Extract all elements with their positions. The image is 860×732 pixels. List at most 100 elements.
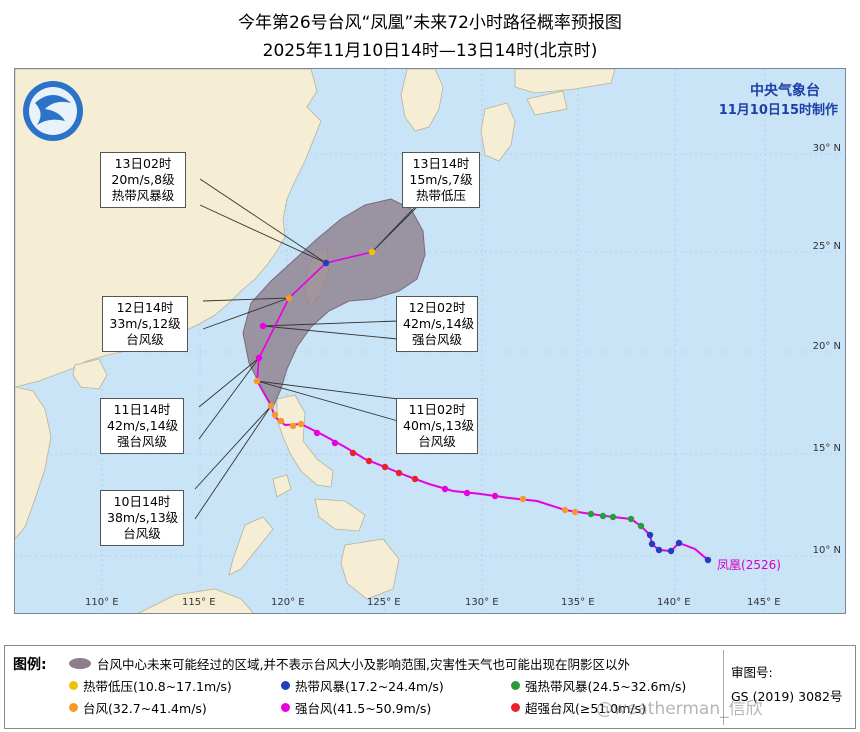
land-mindoro — [272, 474, 292, 498]
legend-item-td: 热带低压(10.8~17.1m/s) — [69, 676, 232, 695]
lon-tick: 110° E — [85, 597, 119, 608]
legend-label: 台风(32.7~41.4m/s) — [83, 701, 207, 716]
callout-11-02: 11日02时 40m/s,13级 台风级 — [396, 398, 478, 454]
map-subtitle: 2025年11月10日14时—13日14时(北京时) — [262, 41, 598, 61]
track-point — [561, 506, 569, 514]
land-visayas — [314, 498, 366, 532]
track-point — [675, 539, 683, 547]
legend: 图例: 台风中心未来可能经过的区域,并不表示台风大小及影响范围,灾害性天气也可能… — [4, 645, 856, 729]
track-point — [365, 457, 373, 465]
td-dot-icon — [69, 681, 78, 690]
legend-item-superty: 超强台风(≥51.0m/s) — [511, 698, 646, 717]
callout-leaders — [194, 178, 446, 520]
track-point — [637, 522, 645, 530]
map-title: 今年第26号台风“凤凰”未来72小时路径概率预报图 — [238, 13, 622, 33]
callout-13-02: 13日02时 20m/s,8级 热带风暴级 — [100, 152, 186, 208]
track-point — [411, 475, 419, 483]
track-point — [491, 492, 499, 500]
land-indochina — [15, 386, 52, 540]
lon-tick: 115° E — [182, 597, 216, 608]
track-point — [519, 495, 527, 503]
track-point — [571, 508, 579, 516]
superty-dot-icon — [511, 703, 520, 712]
forecast-track — [256, 251, 373, 407]
track-point — [297, 420, 305, 428]
lat-tick: 15° N — [812, 443, 841, 454]
ty-dot-icon — [69, 703, 78, 712]
legend-area-text: 台风中心未来可能经过的区域,并不表示台风大小及影响范围,灾害性天气也可能出现在阴… — [97, 657, 630, 672]
track-point — [655, 546, 663, 554]
track-point-13-02 — [322, 259, 330, 267]
ts-dot-icon — [281, 681, 290, 690]
cma-logo — [23, 81, 83, 141]
sty-dot-icon — [281, 703, 290, 712]
lon-tick: 140° E — [657, 597, 691, 608]
review-number: GS (2019) 3082号 — [731, 689, 843, 704]
track-point-12-14 — [285, 294, 293, 302]
callout-wind: 42m/s,14级 — [107, 418, 179, 433]
track-point — [646, 531, 654, 539]
track-point — [648, 540, 656, 548]
track-point — [381, 463, 389, 471]
callout-level: 台风级 — [418, 434, 456, 449]
legend-label: 热带风暴(17.2~24.4m/s) — [295, 679, 444, 694]
callout-level: 台风级 — [126, 332, 164, 347]
legend-divider — [723, 650, 724, 725]
track-point-12-02 — [259, 322, 267, 330]
callout-wind: 33m/s,12级 — [109, 316, 181, 331]
lat-tick: 25° N — [812, 241, 841, 252]
storm-name: 凤凰 — [717, 558, 742, 572]
callout-time: 11日02时 — [408, 402, 466, 417]
track-point — [704, 556, 712, 564]
legend-label: 强热带风暴(24.5~32.6m/s) — [525, 679, 687, 694]
legend-heading: 图例: — [13, 657, 47, 673]
track-point-10-14 — [267, 402, 275, 410]
track-point — [289, 422, 297, 430]
lon-tick: 125° E — [367, 597, 401, 608]
callout-wind: 42m/s,14级 — [403, 316, 475, 331]
legend-item-sts: 强热带风暴(24.5~32.6m/s) — [511, 676, 686, 695]
callout-level: 强台风级 — [411, 332, 462, 347]
lat-tick: 20° N — [812, 341, 841, 352]
callout-wind: 40m/s,13级 — [403, 418, 475, 433]
lon-tick: 145° E — [747, 597, 781, 608]
lat-tick: 30° N — [812, 143, 841, 154]
callout-11-14: 11日14时 42m/s,14级 强台风级 — [100, 398, 184, 454]
land-honshu — [514, 69, 616, 94]
land-kyushu — [480, 102, 516, 162]
callout-level: 台风级 — [123, 526, 161, 541]
track-point — [395, 469, 403, 477]
track-point — [313, 429, 321, 437]
land-luzon — [276, 394, 334, 488]
watermark: @weatherman_信欣 — [596, 699, 763, 719]
legend-label: 热带低压(10.8~17.1m/s) — [83, 679, 232, 694]
legend-item-ts: 热带风暴(17.2~24.4m/s) — [281, 676, 444, 695]
track-point — [441, 485, 449, 493]
callout-time: 10日14时 — [113, 494, 171, 509]
track-point — [349, 449, 357, 457]
track-point — [599, 512, 607, 520]
track-markers — [253, 248, 712, 564]
callout-wind: 15m/s,7级 — [409, 172, 473, 187]
callout-10-14: 10日14时 38m/s,13级 台风级 — [100, 490, 184, 546]
lat-tick: 10° N — [812, 545, 841, 556]
callout-12-02: 12日02时 42m/s,14级 强台风级 — [396, 296, 478, 352]
track-point-13-14 — [368, 248, 376, 256]
track-point — [463, 489, 471, 497]
sts-dot-icon — [511, 681, 520, 690]
legend-item-ty: 台风(32.7~41.4m/s) — [69, 698, 207, 717]
track-point — [667, 547, 675, 555]
callout-time: 13日02时 — [114, 156, 172, 171]
cone-swatch — [69, 658, 91, 669]
callout-level: 热带风暴级 — [111, 188, 175, 203]
review-label: 审图号: — [731, 665, 773, 680]
legend-label: 强台风(41.5~50.9m/s) — [295, 701, 432, 716]
storm-code: (2526) — [741, 558, 781, 572]
legend-area: 台风中心未来可能经过的区域,并不表示台风大小及影响范围,灾害性天气也可能出现在阴… — [69, 654, 630, 673]
track-point-11-02 — [253, 377, 261, 385]
track-point-11-14 — [255, 354, 263, 362]
callout-13-14: 13日14时 15m/s,7级 热带低压 — [402, 152, 480, 208]
lon-tick: 135° E — [561, 597, 595, 608]
callout-12-14: 12日14时 33m/s,12级 台风级 — [102, 296, 188, 352]
track-point — [277, 417, 285, 425]
